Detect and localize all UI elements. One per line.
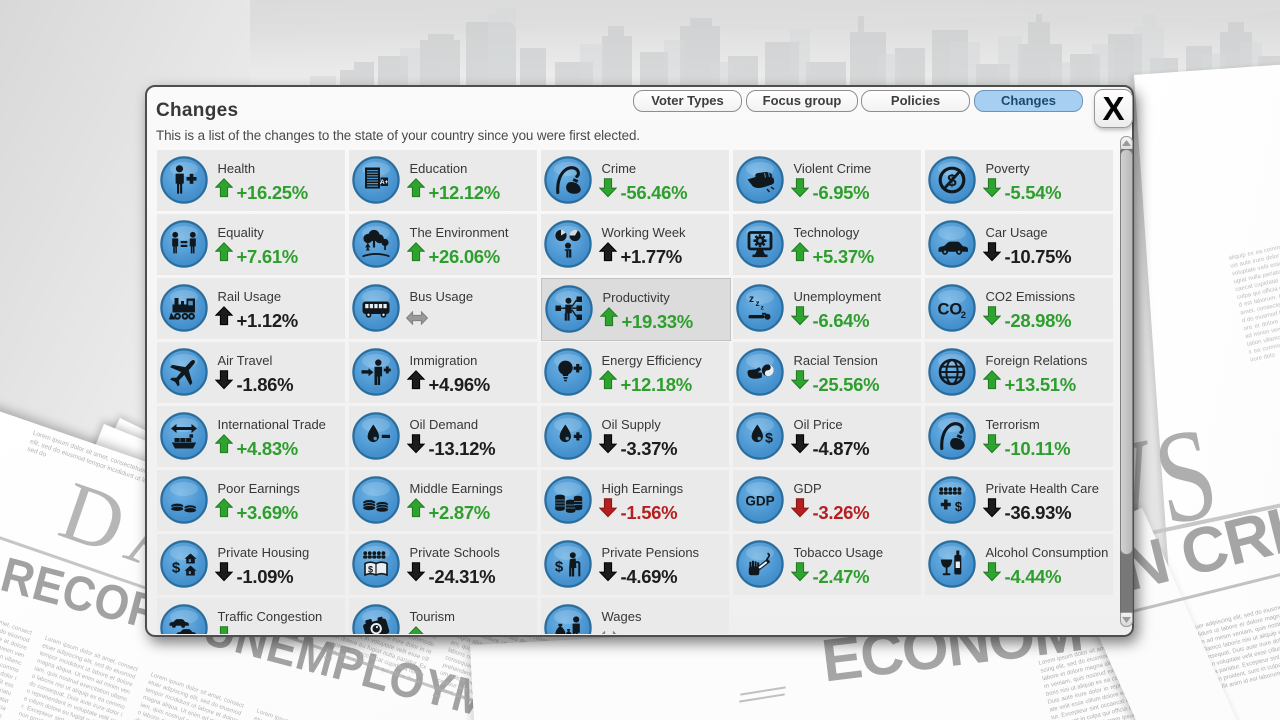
svg-text:$: $: [171, 559, 180, 576]
svg-text:z: z: [760, 304, 764, 311]
svg-text:$: $: [765, 429, 773, 445]
svg-text:CO: CO: [937, 300, 962, 318]
svg-text:$: $: [367, 564, 372, 574]
svg-text:A+: A+: [379, 179, 388, 186]
svg-text:z: z: [749, 294, 754, 305]
svg-text:GDP: GDP: [745, 493, 774, 508]
svg-text:$: $: [954, 499, 962, 514]
svg-text:z: z: [755, 299, 759, 308]
svg-text:$: $: [554, 558, 563, 575]
svg-text:2: 2: [960, 310, 965, 321]
